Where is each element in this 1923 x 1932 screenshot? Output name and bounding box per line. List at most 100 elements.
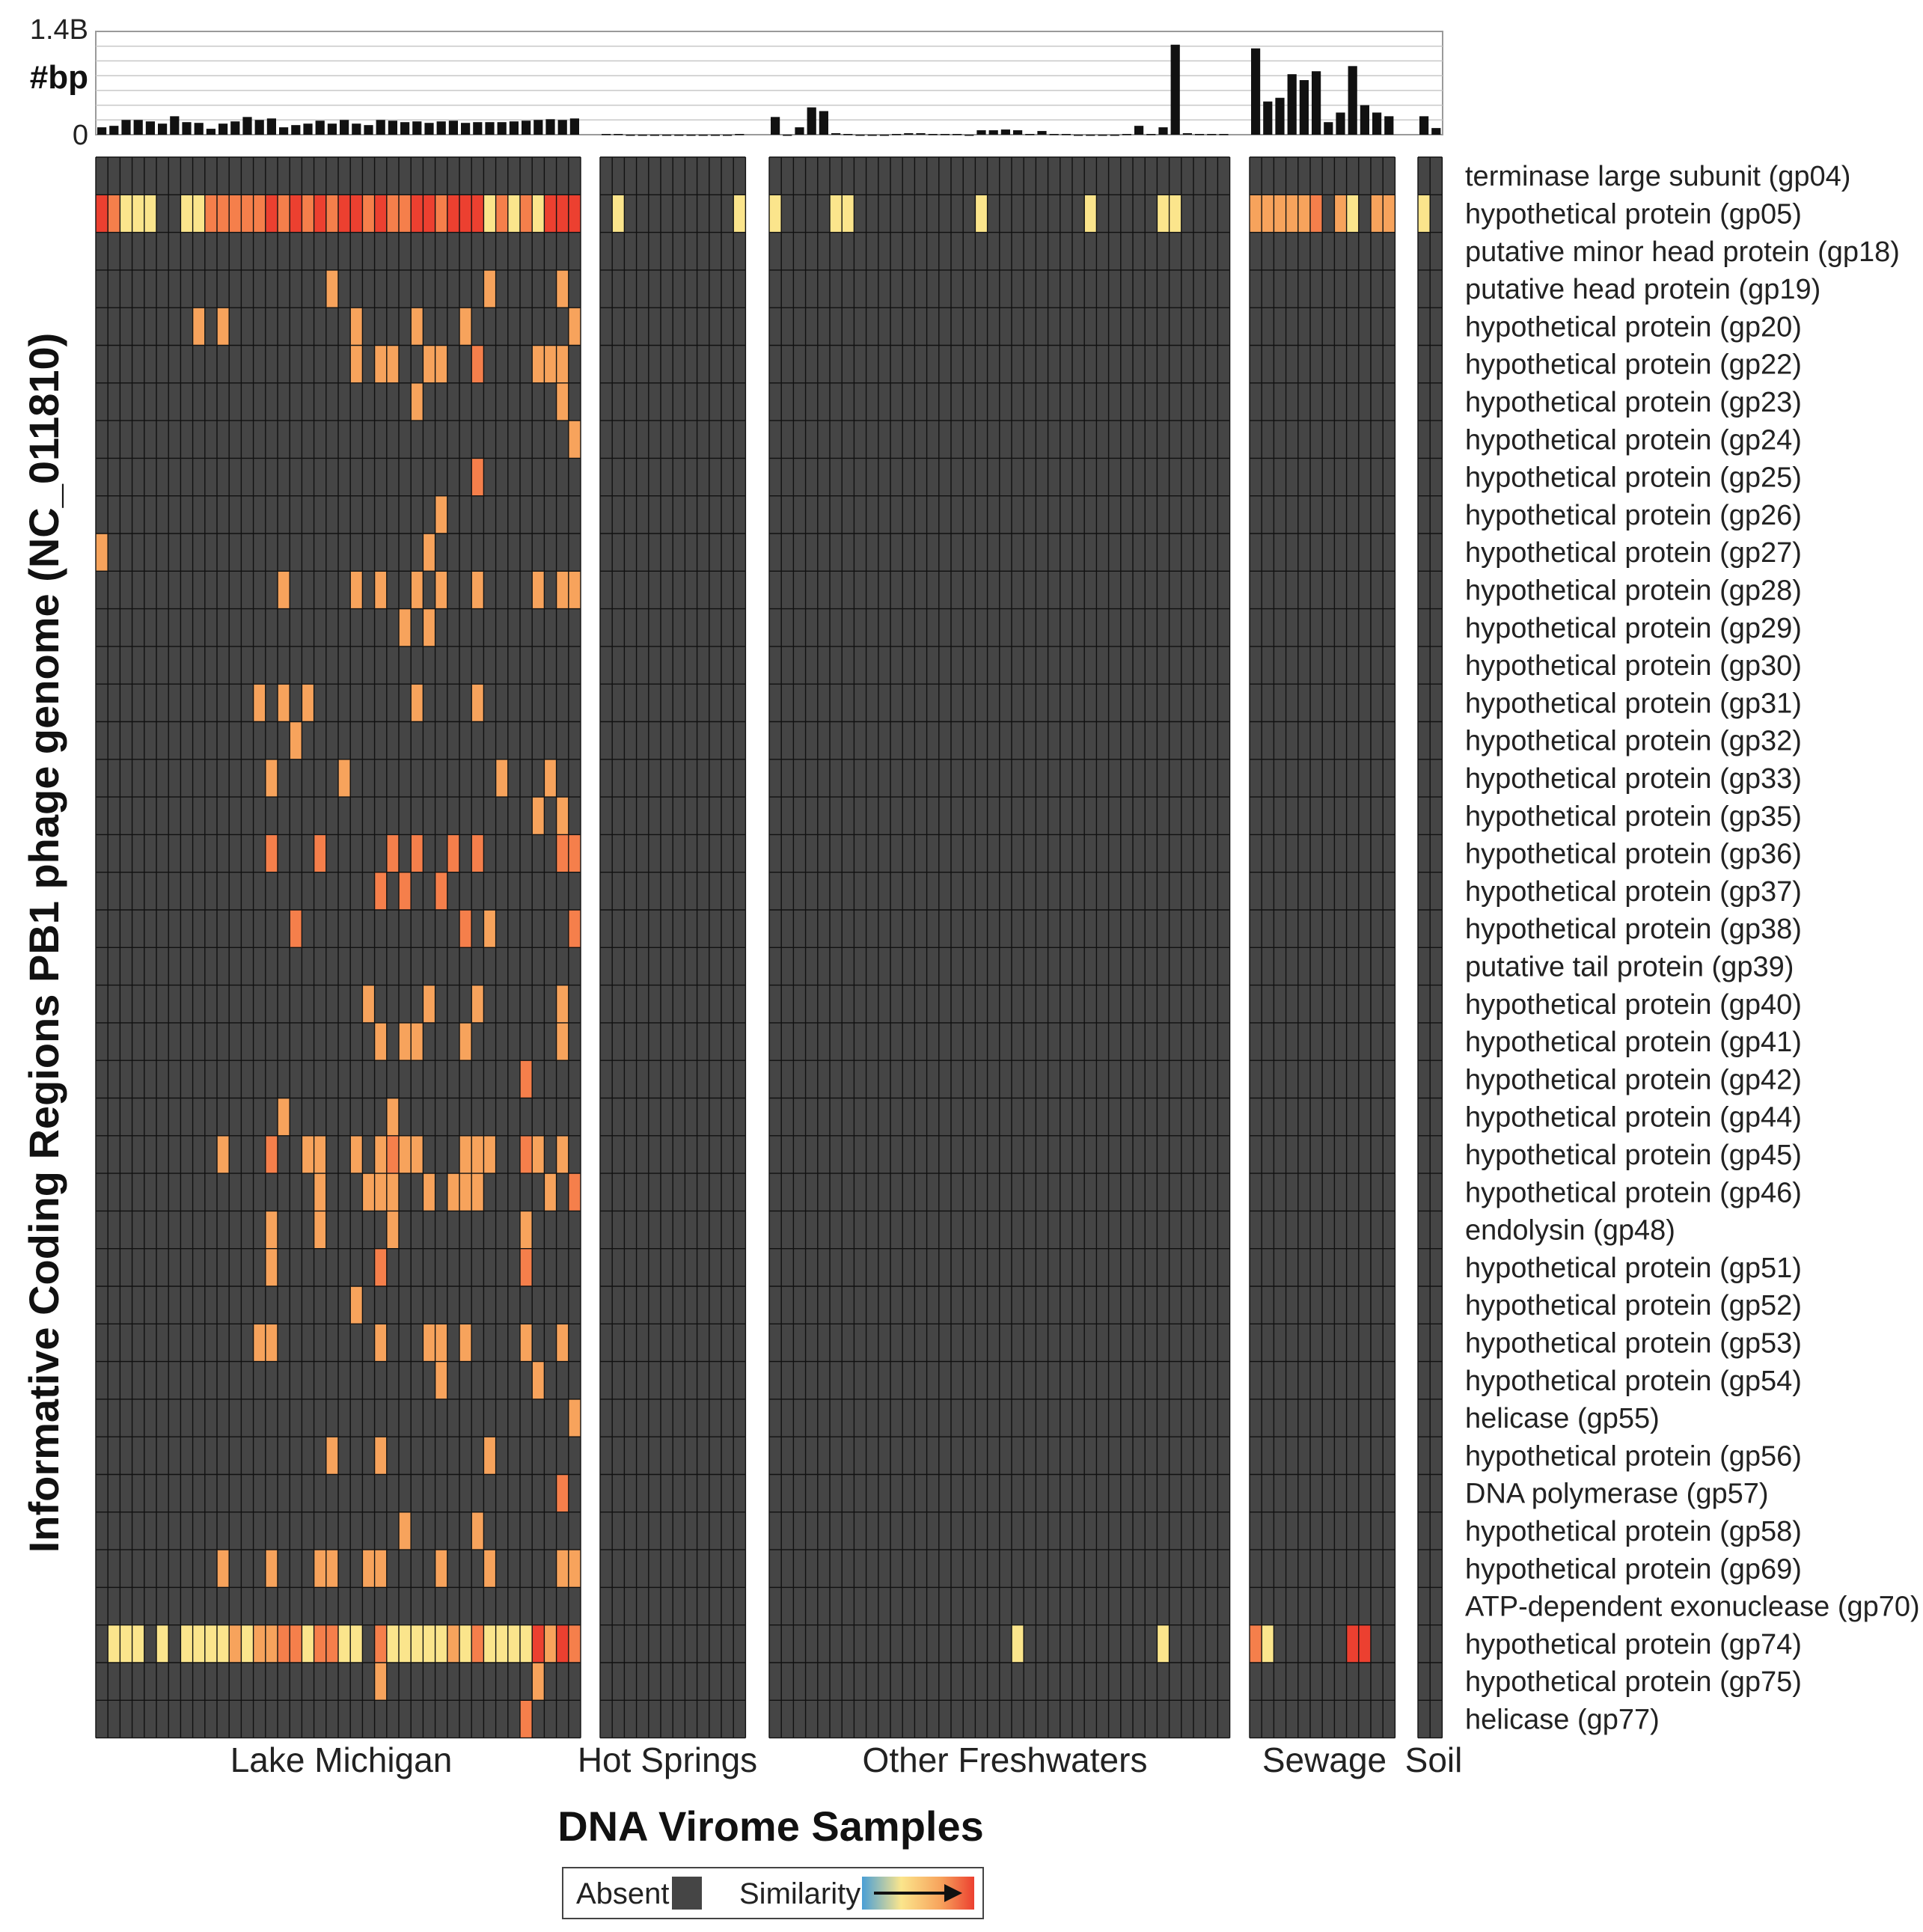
bp-bar: [1061, 134, 1071, 135]
heatmap-cell: [217, 308, 230, 346]
heatmap-cell: [411, 684, 424, 722]
heatmap-cell: [241, 195, 254, 233]
bp-bar: [1372, 112, 1382, 135]
heatmap-cell: [350, 1624, 363, 1663]
heatmap-cell: [556, 797, 569, 835]
heatmap-cell: [314, 1135, 326, 1174]
bp-bar: [843, 134, 853, 135]
bp-bar: [170, 116, 180, 135]
heatmap-groups: [95, 156, 1443, 1739]
heatmap-cell: [374, 345, 387, 383]
gene-label: DNA polymerase (gp57): [1465, 1479, 1769, 1510]
heatmap-cell: [265, 1324, 278, 1362]
heatmap-cell: [471, 1511, 484, 1550]
gene-label: putative minor head protein (gp18): [1465, 236, 1900, 268]
heatmap-cell: [483, 1624, 496, 1663]
bp-bar: [291, 125, 301, 135]
bp-bar: [1110, 135, 1119, 136]
gene-label: helicase (gp55): [1465, 1403, 1660, 1434]
heatmap-cell: [423, 345, 435, 383]
heatmap-cell: [350, 308, 363, 346]
heatmap-cell: [386, 1173, 399, 1211]
bp-bar: [352, 123, 361, 135]
heatmap-cell: [290, 1624, 302, 1663]
bp-bar: [674, 135, 684, 136]
bp-bar: [916, 133, 926, 135]
bp-bar: [145, 121, 155, 135]
heatmap-cell: [132, 195, 144, 233]
gene-label: helicase (gp77): [1465, 1704, 1660, 1735]
heatmap-cell: [265, 1211, 278, 1249]
gene-label: hypothetical protein (gp40): [1465, 989, 1802, 1021]
heatmap-cell: [556, 1624, 569, 1663]
heatmap-cell: [1157, 195, 1170, 233]
heatmap-cell: [411, 1135, 424, 1174]
heatmap-cell: [399, 872, 412, 910]
heatmap-cell: [532, 1624, 545, 1663]
heatmap-cell: [350, 1286, 363, 1324]
heatmap-cell: [471, 684, 484, 722]
heatmap-cell: [459, 1624, 472, 1663]
bp-bar: [819, 111, 828, 135]
group-label: Sewage: [1262, 1740, 1387, 1779]
heatmap-cell: [532, 1135, 545, 1174]
legend-similarity-label: Similarity: [739, 1877, 860, 1910]
heatmap-cell: [1157, 1624, 1170, 1663]
heatmap-cell: [314, 1211, 326, 1249]
bp-ylabel: #bp: [30, 59, 88, 96]
gene-label: hypothetical protein (gp20): [1465, 311, 1802, 343]
bp-bar: [121, 120, 131, 135]
heatmap-cell: [302, 684, 314, 722]
heatmap-cell: [423, 1624, 435, 1663]
heatmap-cell: [556, 1135, 569, 1174]
gene-label: putative tail protein (gp39): [1465, 951, 1794, 982]
heatmap-cell: [411, 195, 424, 233]
heatmap-cell: [192, 1624, 205, 1663]
gene-label: hypothetical protein (gp75): [1465, 1666, 1802, 1698]
bp-bar: [242, 117, 252, 135]
heatmap-cell: [314, 1624, 326, 1663]
heatmap-cell: [399, 1511, 412, 1550]
bp-bar: [424, 123, 434, 135]
gene-label: hypothetical protein (gp22): [1465, 349, 1802, 381]
heatmap-cell: [520, 1700, 533, 1738]
heatmap-cell: [278, 195, 290, 233]
gene-label: hypothetical protein (gp29): [1465, 613, 1802, 644]
bp-bar: [97, 127, 107, 135]
heatmap-cell: [399, 608, 412, 646]
heatmap-cell: [612, 195, 625, 233]
heatmap-cell: [362, 1173, 375, 1211]
heatmap-cell: [1285, 195, 1298, 233]
bp-bar: [557, 120, 567, 135]
heatmap-cell: [556, 195, 569, 233]
heatmap-cell: [120, 195, 132, 233]
gene-label: hypothetical protein (gp42): [1465, 1064, 1802, 1095]
bp-bar: [1324, 122, 1333, 135]
heatmap-cell: [1274, 195, 1286, 233]
heatmap-cell: [556, 985, 569, 1023]
legend-absent-label: Absent: [576, 1877, 670, 1910]
gene-label: hypothetical protein (gp32): [1465, 726, 1802, 757]
bp-bar: [953, 134, 962, 135]
heatmap-cell: [302, 195, 314, 233]
bp-bar: [1013, 130, 1023, 135]
heatmap-cell: [459, 910, 472, 948]
bp-bar: [1207, 134, 1217, 135]
bp-bar: [1287, 74, 1297, 135]
bp-bar: [771, 117, 780, 135]
gene-label: hypothetical protein (gp46): [1465, 1177, 1802, 1208]
gene-label: hypothetical protein (gp69): [1465, 1553, 1802, 1585]
heatmap-cell: [568, 571, 581, 609]
bp-bar: [892, 134, 902, 135]
heatmap-cell: [278, 1098, 290, 1136]
heatmap-cell: [459, 308, 472, 346]
heatmap-cell: [1310, 195, 1323, 233]
heatmap-cell: [229, 1624, 242, 1663]
bp-bar: [807, 107, 816, 135]
heatmap-cell: [314, 195, 326, 233]
heatmap-cell: [1371, 195, 1384, 233]
gene-label: hypothetical protein (gp30): [1465, 650, 1802, 682]
heatmap-group: [599, 156, 747, 1739]
gene-label: hypothetical protein (gp37): [1465, 876, 1802, 908]
heatmap-cell: [568, 1624, 581, 1663]
